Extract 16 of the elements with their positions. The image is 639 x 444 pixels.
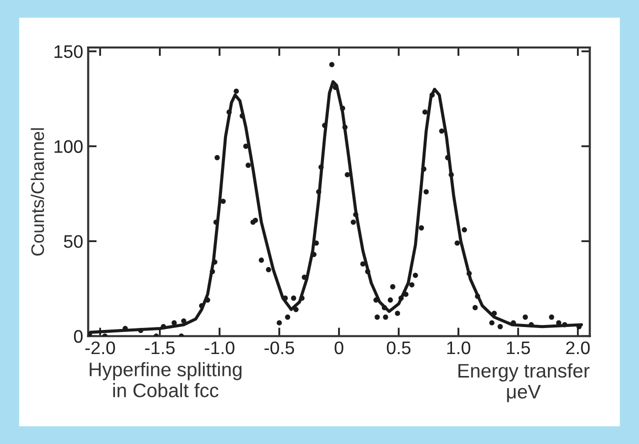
y-axis-title: Counts/Channel: [30, 128, 44, 256]
y-tick-label: 0: [74, 330, 83, 343]
y-tick-label: 150: [54, 45, 83, 58]
text: Hyperfine splitting in Cobalt fcc: [90, 362, 242, 398]
y-tick-label: 100: [54, 140, 83, 153]
y-tick-label: 50: [64, 235, 83, 248]
x-tick-label: -1.0: [204, 341, 234, 354]
x-tick-label: 1.5: [506, 342, 530, 354]
x-axis-title: Energy transfer μeV: [458, 363, 590, 402]
x-tick-label: 0: [334, 341, 344, 354]
x-tick-label: -1.5: [145, 342, 175, 354]
x-tick-label: -2.0: [85, 341, 115, 354]
x-tick-label: 0.5: [386, 341, 410, 354]
x-tick-label: 1.0: [447, 341, 470, 354]
x-tick-label: 2.0: [566, 341, 590, 354]
x-tick-label: -0.5: [264, 341, 294, 354]
